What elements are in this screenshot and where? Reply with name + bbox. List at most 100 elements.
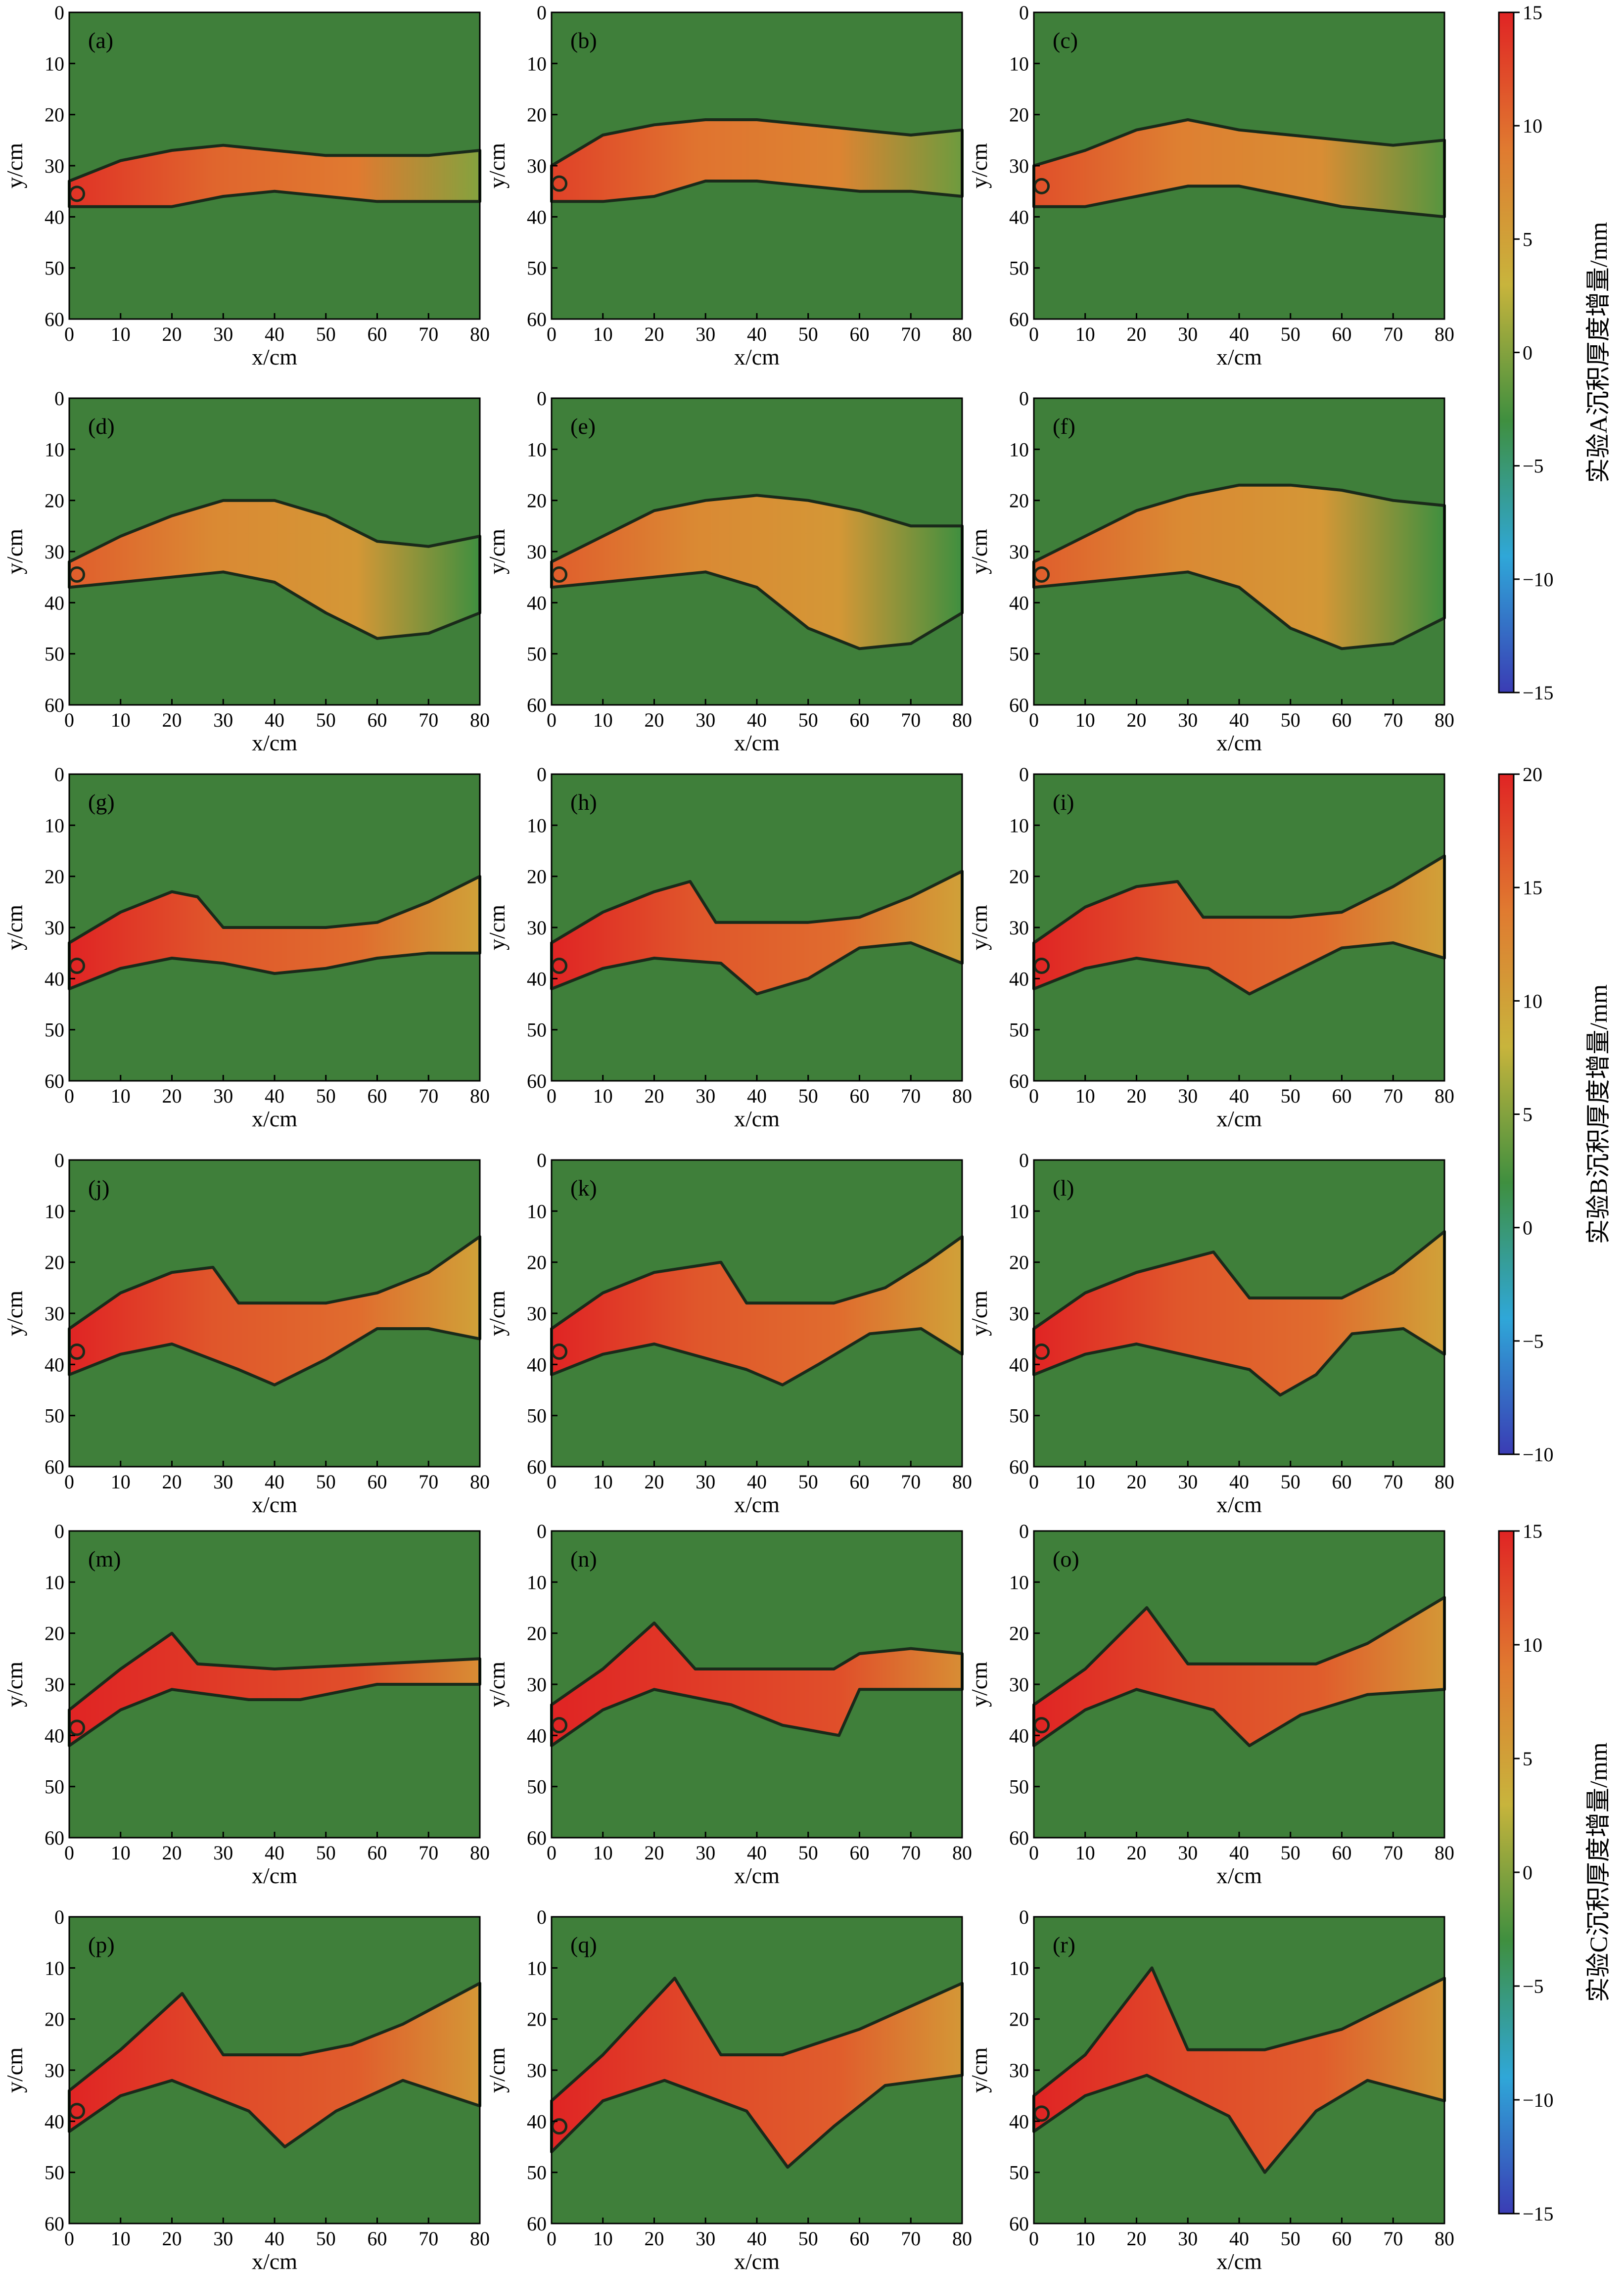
x-tick-label: 30 [1178, 1471, 1198, 1493]
y-tick-label: 50 [527, 1019, 547, 1041]
y-tick-label: 60 [1009, 2213, 1029, 2235]
inlet-marker [69, 958, 86, 974]
colorbar-ramp [1498, 1530, 1515, 2215]
x-tick-label: 80 [1435, 323, 1454, 345]
panel-e: (e) 0 10 20 30 40 50 60 70 80 0 10 20 30 40 50 60 x/cm y/c… [484, 387, 972, 755]
y-tick-label: 40 [45, 206, 64, 228]
x-tick-label: 10 [111, 709, 131, 731]
x-tick-label: 20 [162, 2227, 182, 2250]
y-tick-label: 30 [527, 1673, 547, 1696]
x-tick-label: 0 [64, 1471, 74, 1493]
x-tick-label: 0 [1029, 1842, 1039, 1864]
y-tick-label: 40 [1009, 2110, 1029, 2132]
x-tick-label: 20 [645, 323, 664, 345]
y-tick-label: 20 [1009, 2008, 1029, 2031]
y-tick-label: 20 [45, 490, 64, 512]
y-tick-label: 40 [1009, 1353, 1029, 1376]
x-tick-label: 10 [111, 1085, 131, 1107]
colorbar-ramp [1498, 11, 1515, 694]
x-tick-label: 70 [1383, 323, 1403, 345]
panel-h: (h) 0 10 20 30 40 50 60 70 80 0 10 20 30 40 50 60 x/cm y/c… [484, 763, 972, 1131]
x-axis-title: x/cm [734, 344, 780, 370]
x-tick-label: 50 [1281, 323, 1300, 345]
y-tick-label: 60 [527, 694, 547, 716]
colorbars-layer: 15 10 5 0 −5 −10 −15 实验A沉积厚度增量/mm 20 15 10 5 0 −5 −10 实… [1498, 1, 1612, 2225]
y-tick-label: 40 [527, 968, 547, 990]
y-tick-label: 30 [527, 2059, 547, 2082]
colorbar-tick-label: 0 [1523, 1217, 1532, 1239]
colorbar-tick-label: 5 [1523, 228, 1532, 250]
x-tick-label: 30 [1178, 1842, 1198, 1864]
x-tick-label: 20 [645, 2227, 664, 2250]
x-tick-label: 20 [1127, 1471, 1147, 1493]
panels-layer: (a) 0 10 20 30 40 50 60 70 80 0 10 20 30 40 50 60 x/cm y/c… [2, 1, 1454, 2270]
x-tick-label: 70 [901, 2227, 921, 2250]
x-tick-label: 80 [470, 323, 490, 345]
panel-label: (i) [1053, 789, 1074, 815]
x-tick-label: 70 [901, 1471, 921, 1493]
y-axis-title: y/cm [484, 143, 510, 188]
x-axis-title: x/cm [734, 2249, 780, 2270]
y-tick-label: 60 [1009, 1070, 1029, 1092]
x-tick-label: 80 [952, 2227, 972, 2250]
panel-n: (n) 0 10 20 30 40 50 60 70 80 0 10 20 30 40 50 60 x/cm y/c… [484, 1520, 972, 1888]
x-tick-label: 10 [593, 709, 613, 731]
y-axis-title: y/cm [967, 1291, 992, 1336]
y-tick-label: 40 [527, 206, 547, 228]
y-tick-label: 30 [527, 541, 547, 563]
inlet-marker [1033, 1717, 1050, 1734]
x-tick-label: 70 [1383, 1842, 1403, 1864]
x-tick-label: 70 [901, 1842, 921, 1864]
x-tick-label: 0 [64, 1842, 74, 1864]
x-tick-label: 20 [645, 709, 664, 731]
y-tick-label: 50 [1009, 2162, 1029, 2184]
x-tick-label: 40 [265, 709, 284, 731]
y-tick-label: 50 [45, 2162, 64, 2184]
x-tick-label: 20 [162, 1842, 182, 1864]
x-axis-title: x/cm [1216, 344, 1262, 370]
x-axis-title: x/cm [1216, 1106, 1262, 1131]
y-tick-label: 0 [537, 1149, 547, 1171]
y-tick-label: 50 [527, 1776, 547, 1798]
x-tick-label: 50 [316, 2227, 336, 2250]
inlet-marker [69, 2103, 86, 2120]
x-tick-label: 60 [368, 323, 387, 345]
x-tick-label: 30 [213, 709, 233, 731]
colorbar-tick-label: 10 [1523, 990, 1542, 1012]
x-tick-label: 20 [645, 1085, 664, 1107]
y-tick-label: 40 [527, 592, 547, 614]
y-axis-title: y/cm [2, 529, 27, 574]
y-axis-title: y/cm [484, 1662, 510, 1707]
panel-label: (l) [1053, 1175, 1074, 1201]
x-tick-label: 80 [470, 1085, 490, 1107]
y-tick-label: 20 [527, 490, 547, 512]
colorbar-tick-label: −10 [1523, 2089, 1554, 2111]
x-axis-title: x/cm [1216, 2249, 1262, 2270]
x-tick-label: 40 [747, 1842, 767, 1864]
panel-label: (e) [570, 414, 596, 439]
panel-m: (m) 0 10 20 30 40 50 60 70 80 0 10 20 30 40 50 60 x/cm y/c… [2, 1520, 490, 1888]
panel-label: (f) [1053, 414, 1075, 439]
x-tick-label: 30 [696, 323, 715, 345]
x-tick-label: 40 [265, 1085, 284, 1107]
x-axis-title: x/cm [734, 1106, 780, 1131]
y-tick-label: 60 [527, 1827, 547, 1849]
x-tick-label: 10 [593, 323, 613, 345]
x-tick-label: 0 [547, 323, 557, 345]
x-tick-label: 80 [1435, 709, 1454, 731]
y-tick-label: 0 [54, 1906, 64, 1928]
y-tick-label: 10 [527, 1957, 547, 1979]
x-tick-label: 70 [1383, 1471, 1403, 1493]
y-axis-title: y/cm [2, 905, 27, 950]
x-tick-label: 60 [1332, 1085, 1352, 1107]
x-tick-label: 0 [547, 1842, 557, 1864]
x-tick-label: 40 [1229, 2227, 1249, 2250]
x-tick-label: 20 [162, 709, 182, 731]
x-tick-label: 30 [1178, 1085, 1198, 1107]
x-tick-label: 40 [747, 1471, 767, 1493]
panel-r: (r) 0 10 20 30 40 50 60 70 80 0 10 20 30 40 50 60 x/cm y/c… [967, 1906, 1454, 2270]
y-axis-title: y/cm [484, 529, 510, 574]
colorbar-tick-label: 15 [1523, 877, 1542, 899]
x-tick-label: 80 [470, 1471, 490, 1493]
x-tick-label: 30 [1178, 709, 1198, 731]
